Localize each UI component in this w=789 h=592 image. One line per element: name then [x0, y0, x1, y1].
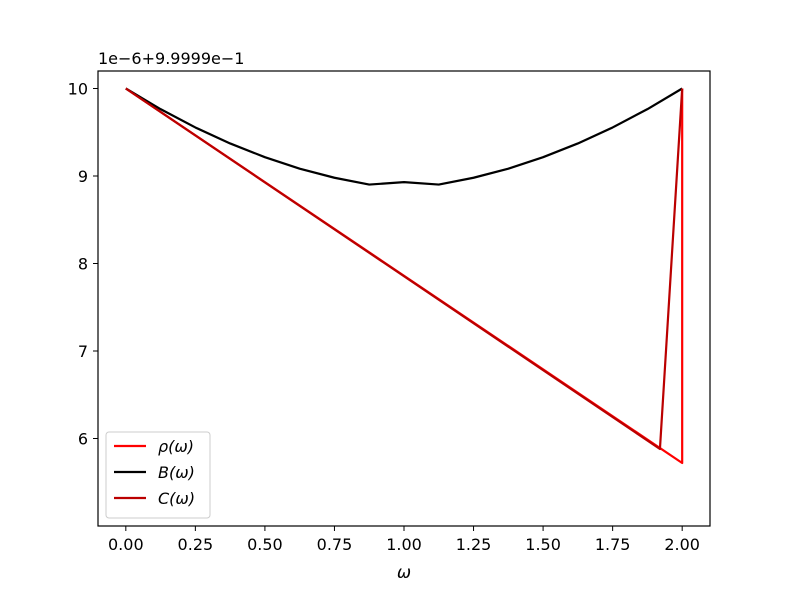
x-tick-label: 0.00 [108, 535, 144, 554]
x-tick-label: 1.75 [595, 535, 631, 554]
x-tick-label: 2.00 [664, 535, 700, 554]
x-axis-label: ω [397, 563, 411, 583]
legend-entry: ρ(ω) [158, 437, 194, 456]
y-tick-label: 7 [78, 342, 88, 361]
legend-entry: C(ω) [158, 489, 195, 508]
x-tick-label: 0.50 [247, 535, 283, 554]
legend-box [105, 431, 211, 519]
x-tick-label: 1.25 [456, 535, 492, 554]
legend-entry: B(ω) [158, 463, 195, 482]
x-axis: 0.00 0.25 0.50 0.75 1.00 1.25 1.50 1.75 2.00 [108, 526, 700, 554]
x-tick-label: 1.00 [386, 535, 422, 554]
x-tick-label: 0.75 [317, 535, 353, 554]
y-offset-label: 1e−6+9.9999e−1 [98, 49, 244, 68]
series-layer [125, 87, 684, 465]
y-axis: 6 7 8 9 10 [68, 80, 98, 449]
y-tick-label: 8 [78, 255, 88, 274]
x-tick-label: 0.25 [178, 535, 214, 554]
y-tick-label: 6 [78, 430, 88, 449]
x-tick-label: 1.50 [525, 535, 561, 554]
y-tick-label: 9 [78, 167, 88, 186]
series-line-2 [125, 87, 683, 186]
legend: ρ(ω) B(ω) C(ω) [105, 431, 211, 519]
y-tick-label: 10 [68, 80, 88, 99]
series-line-3 [125, 87, 684, 451]
